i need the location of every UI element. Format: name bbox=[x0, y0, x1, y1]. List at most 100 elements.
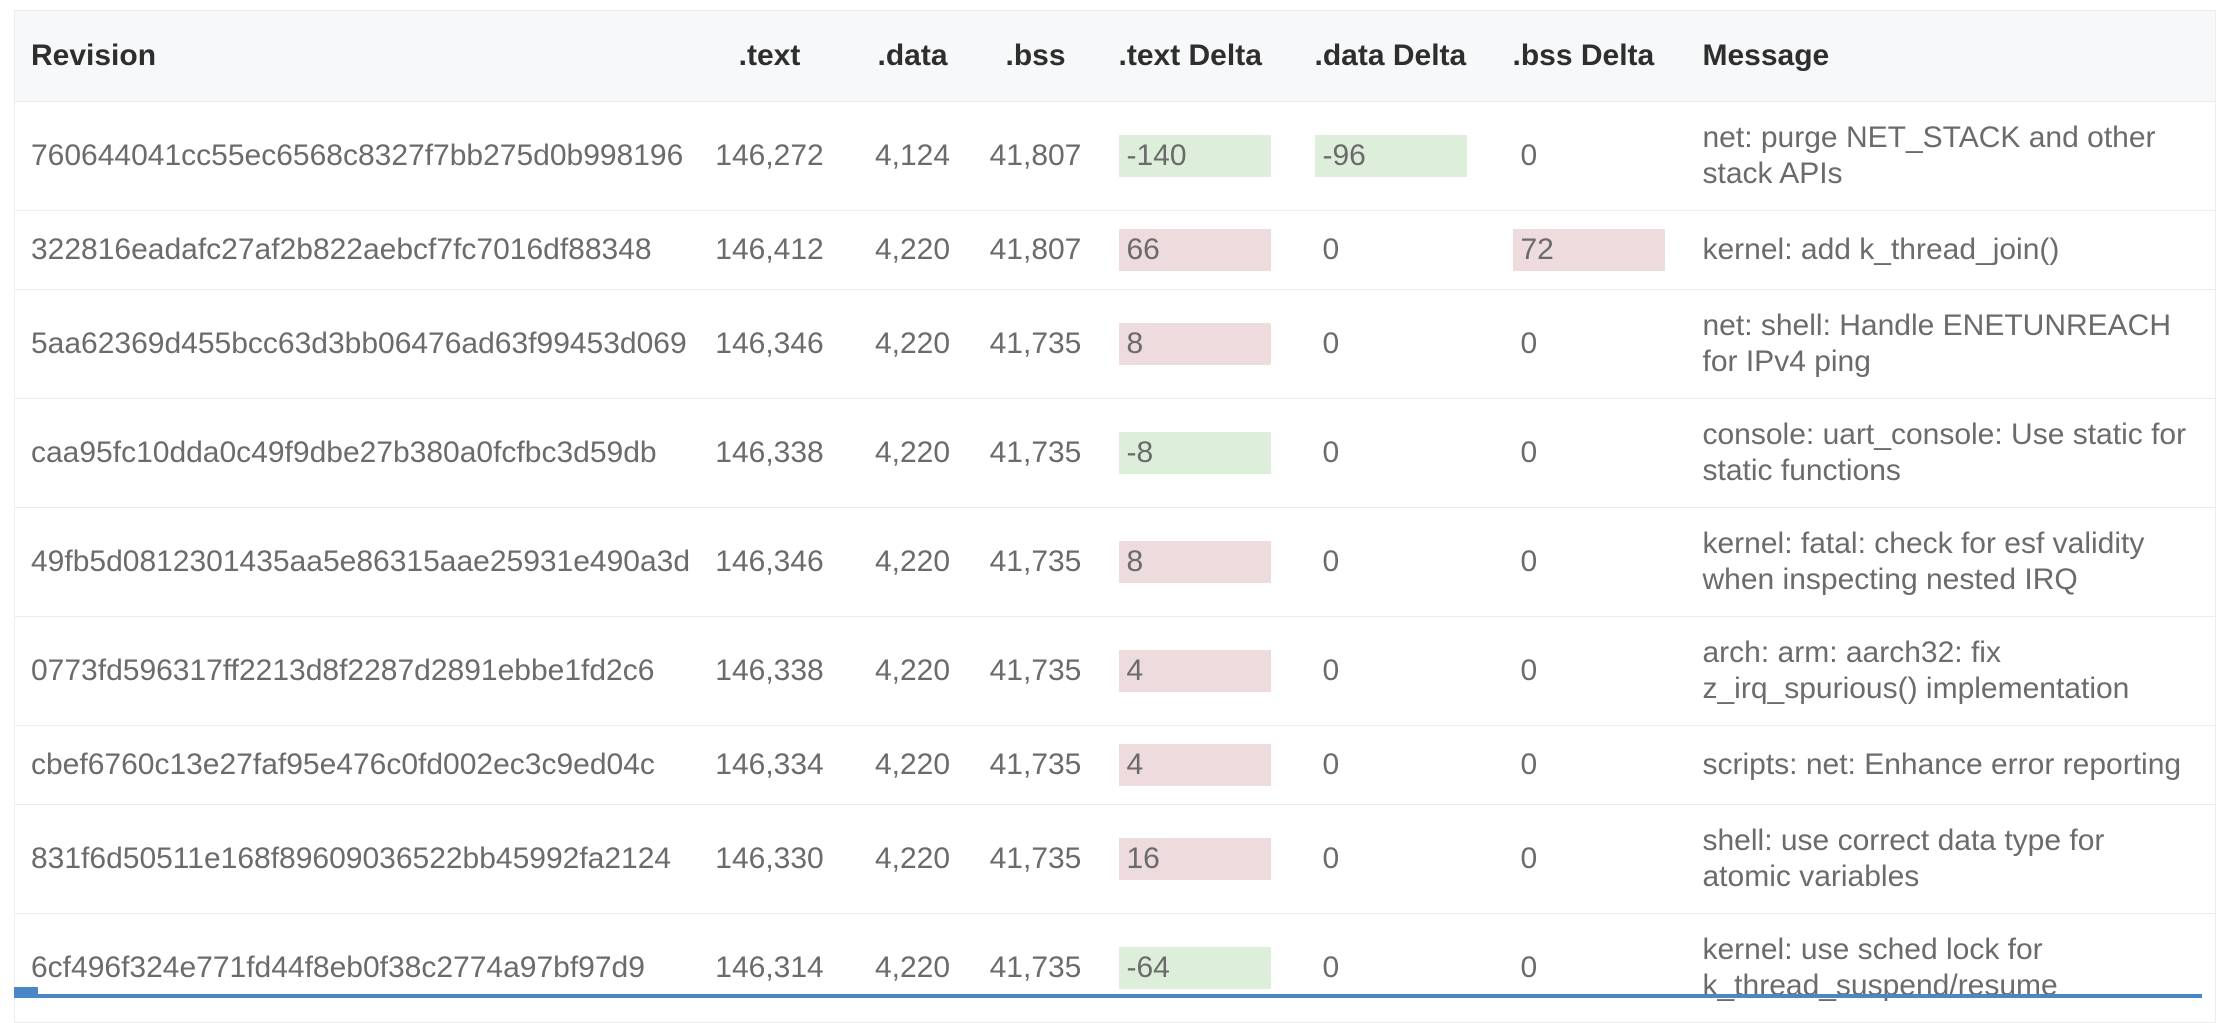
text-delta-value: 8 bbox=[1118, 541, 1271, 583]
column-header-data: .data bbox=[877, 39, 948, 72]
data-delta-cell: 0 bbox=[1291, 914, 1489, 1023]
text-delta-value: 66 bbox=[1118, 229, 1271, 271]
text-delta-cell: -64 bbox=[1095, 914, 1291, 1023]
data-size-cell: 4,220 bbox=[874, 327, 951, 360]
data-delta-cell: 0 bbox=[1291, 211, 1489, 290]
bss-size-cell: 41,735 bbox=[989, 842, 1082, 875]
data-delta-value: 0 bbox=[1322, 842, 1340, 875]
bss-size-cell: 41,735 bbox=[989, 327, 1082, 360]
table-row: 831f6d50511e168f89609036522bb45992fa2124… bbox=[14, 804, 2216, 914]
column-header-bss-delta: .bss Delta bbox=[1512, 39, 1655, 72]
table-row: 0773fd596317ff2213d8f2287d2891ebbe1fd2c6… bbox=[14, 616, 2216, 726]
bss-size-cell: 41,735 bbox=[989, 545, 1082, 578]
data-delta-cell: 0 bbox=[1291, 617, 1489, 726]
text-size-cell: 146,338 bbox=[715, 436, 824, 469]
bss-delta-value: 0 bbox=[1520, 327, 1538, 360]
table-row: 760644041cc55ec6568c8327f7bb275d0b998196… bbox=[14, 101, 2216, 211]
text-delta-value: 8 bbox=[1118, 323, 1271, 365]
header-row: Revision .text .data .bss .text Delta .d… bbox=[14, 10, 2216, 102]
bss-size-cell: 41,735 bbox=[989, 436, 1082, 469]
commit-message-cell: kernel: add k_thread_join() bbox=[1702, 233, 2060, 266]
data-size-cell: 4,220 bbox=[874, 545, 951, 578]
revision-cell: 49fb5d0812301435aa5e86315aae25931e490a3d bbox=[31, 545, 691, 578]
text-delta-value: -140 bbox=[1118, 135, 1271, 177]
data-delta-cell: 0 bbox=[1291, 805, 1489, 914]
bss-delta-cell: 0 bbox=[1489, 102, 1679, 211]
commit-message-cell: net: purge NET_STACK and other stack API… bbox=[1702, 121, 2156, 190]
revision-cell: 5aa62369d455bcc63d3bb06476ad63f99453d069 bbox=[31, 327, 687, 360]
bss-delta-cell: 0 bbox=[1489, 914, 1679, 1023]
data-delta-cell: 0 bbox=[1291, 508, 1489, 617]
text-delta-cell: 4 bbox=[1095, 617, 1291, 726]
bss-delta-cell: 0 bbox=[1489, 290, 1679, 399]
table-row: 6cf496f324e771fd44f8eb0f38c2774a97bf97d9… bbox=[14, 913, 2216, 1023]
revision-cell: 6cf496f324e771fd44f8eb0f38c2774a97bf97d9 bbox=[31, 951, 645, 984]
bss-delta-value: 0 bbox=[1520, 951, 1538, 984]
revision-size-table: Revision .text .data .bss .text Delta .d… bbox=[14, 10, 2216, 1023]
data-size-cell: 4,220 bbox=[874, 233, 951, 266]
bss-size-cell: 41,735 bbox=[989, 748, 1082, 781]
text-delta-value: 4 bbox=[1118, 744, 1271, 786]
commit-message-cell: net: shell: Handle ENETUNREACH for IPv4 … bbox=[1702, 309, 2172, 378]
data-delta-value: 0 bbox=[1322, 327, 1340, 360]
bss-size-cell: 41,735 bbox=[989, 951, 1082, 984]
revision-cell: 831f6d50511e168f89609036522bb45992fa2124 bbox=[31, 842, 672, 875]
bss-delta-value: 0 bbox=[1520, 545, 1538, 578]
commit-message-cell: shell: use correct data type for atomic … bbox=[1702, 824, 2105, 893]
bss-delta-value: 0 bbox=[1520, 748, 1538, 781]
bss-delta-cell: 0 bbox=[1489, 805, 1679, 914]
bss-delta-cell: 0 bbox=[1489, 726, 1679, 805]
column-header-bss: .bss bbox=[1005, 39, 1066, 72]
text-delta-cell: 16 bbox=[1095, 805, 1291, 914]
text-delta-cell: -8 bbox=[1095, 399, 1291, 508]
text-size-cell: 146,334 bbox=[715, 748, 824, 781]
bss-delta-value: 72 bbox=[1512, 229, 1665, 271]
data-size-cell: 4,124 bbox=[874, 139, 951, 172]
cutoff-blue-bar bbox=[14, 994, 2202, 998]
commit-message-cell: arch: arm: aarch32: fix z_irq_spurious()… bbox=[1702, 636, 2130, 705]
bss-delta-value: 0 bbox=[1520, 139, 1538, 172]
text-size-cell: 146,346 bbox=[715, 327, 824, 360]
text-size-cell: 146,314 bbox=[715, 951, 824, 984]
text-delta-cell: -140 bbox=[1095, 102, 1291, 211]
table-body: 760644041cc55ec6568c8327f7bb275d0b998196… bbox=[14, 101, 2216, 1023]
bss-size-cell: 41,807 bbox=[989, 139, 1082, 172]
commit-message-cell: scripts: net: Enhance error reporting bbox=[1702, 748, 2182, 781]
column-header-revision: Revision bbox=[31, 39, 157, 72]
table-row: 322816eadafc27af2b822aebcf7fc7016df88348… bbox=[14, 210, 2216, 290]
column-header-data-delta: .data Delta bbox=[1314, 39, 1467, 72]
text-size-cell: 146,338 bbox=[715, 654, 824, 687]
data-delta-cell: 0 bbox=[1291, 726, 1489, 805]
revision-cell: 0773fd596317ff2213d8f2287d2891ebbe1fd2c6 bbox=[31, 654, 655, 687]
text-size-cell: 146,346 bbox=[715, 545, 824, 578]
data-delta-cell: 0 bbox=[1291, 399, 1489, 508]
bss-delta-value: 0 bbox=[1520, 654, 1538, 687]
text-delta-value: -8 bbox=[1118, 432, 1271, 474]
text-size-cell: 146,330 bbox=[715, 842, 824, 875]
bss-delta-cell: 72 bbox=[1489, 211, 1679, 290]
data-delta-value: 0 bbox=[1322, 545, 1340, 578]
data-delta-value: 0 bbox=[1322, 654, 1340, 687]
data-delta-value: 0 bbox=[1322, 233, 1340, 266]
revision-cell: 760644041cc55ec6568c8327f7bb275d0b998196 bbox=[31, 139, 684, 172]
cutoff-blue-nub bbox=[14, 987, 38, 998]
text-delta-cell: 4 bbox=[1095, 726, 1291, 805]
bss-delta-cell: 0 bbox=[1489, 508, 1679, 617]
text-delta-value: -64 bbox=[1118, 947, 1271, 989]
bss-delta-value: 0 bbox=[1520, 436, 1538, 469]
text-delta-cell: 8 bbox=[1095, 290, 1291, 399]
data-delta-value: -96 bbox=[1314, 135, 1467, 177]
bss-delta-cell: 0 bbox=[1489, 617, 1679, 726]
bss-size-cell: 41,807 bbox=[989, 233, 1082, 266]
commit-message-cell: kernel: use sched lock for k_thread_susp… bbox=[1702, 933, 2058, 1002]
revision-cell: cbef6760c13e27faf95e476c0fd002ec3c9ed04c bbox=[31, 748, 655, 781]
bss-size-cell: 41,735 bbox=[989, 654, 1082, 687]
revision-cell: 322816eadafc27af2b822aebcf7fc7016df88348 bbox=[31, 233, 652, 266]
table-row: 49fb5d0812301435aa5e86315aae25931e490a3d… bbox=[14, 507, 2216, 617]
table-row: caa95fc10dda0c49f9dbe27b380a0fcfbc3d59db… bbox=[14, 398, 2216, 508]
table-row: cbef6760c13e27faf95e476c0fd002ec3c9ed04c… bbox=[14, 725, 2216, 805]
data-delta-cell: 0 bbox=[1291, 290, 1489, 399]
text-delta-value: 4 bbox=[1118, 650, 1271, 692]
data-delta-value: 0 bbox=[1322, 436, 1340, 469]
data-size-cell: 4,220 bbox=[874, 654, 951, 687]
